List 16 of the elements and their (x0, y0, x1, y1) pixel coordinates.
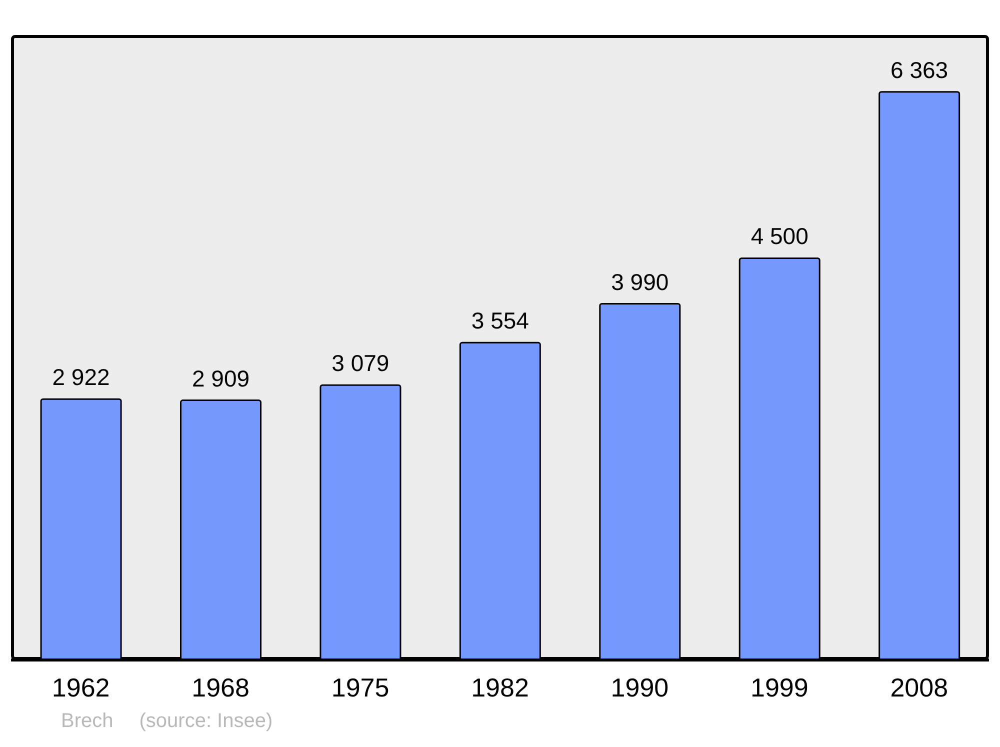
x-tick-label: 2008 (890, 672, 948, 702)
data-label: 2 922 (52, 364, 110, 390)
data-label: 3 990 (611, 268, 669, 295)
x-tick-label: 1990 (610, 672, 669, 702)
x-tick-label: 1982 (471, 672, 529, 702)
text: (source: Insee) (139, 710, 273, 733)
data-label: 2 909 (192, 365, 250, 392)
data-label: 3 554 (471, 308, 530, 334)
data-label: 4 500 (750, 223, 808, 250)
x-tick-label: 1962 (52, 672, 110, 702)
x-tick-label: 1975 (331, 672, 390, 702)
x-tick-label: 1968 (192, 672, 250, 702)
text: Brech (61, 710, 114, 733)
data-label: 6 363 (890, 56, 948, 83)
x-tick-label: 1999 (750, 672, 808, 702)
data-label: 3 079 (332, 350, 390, 376)
